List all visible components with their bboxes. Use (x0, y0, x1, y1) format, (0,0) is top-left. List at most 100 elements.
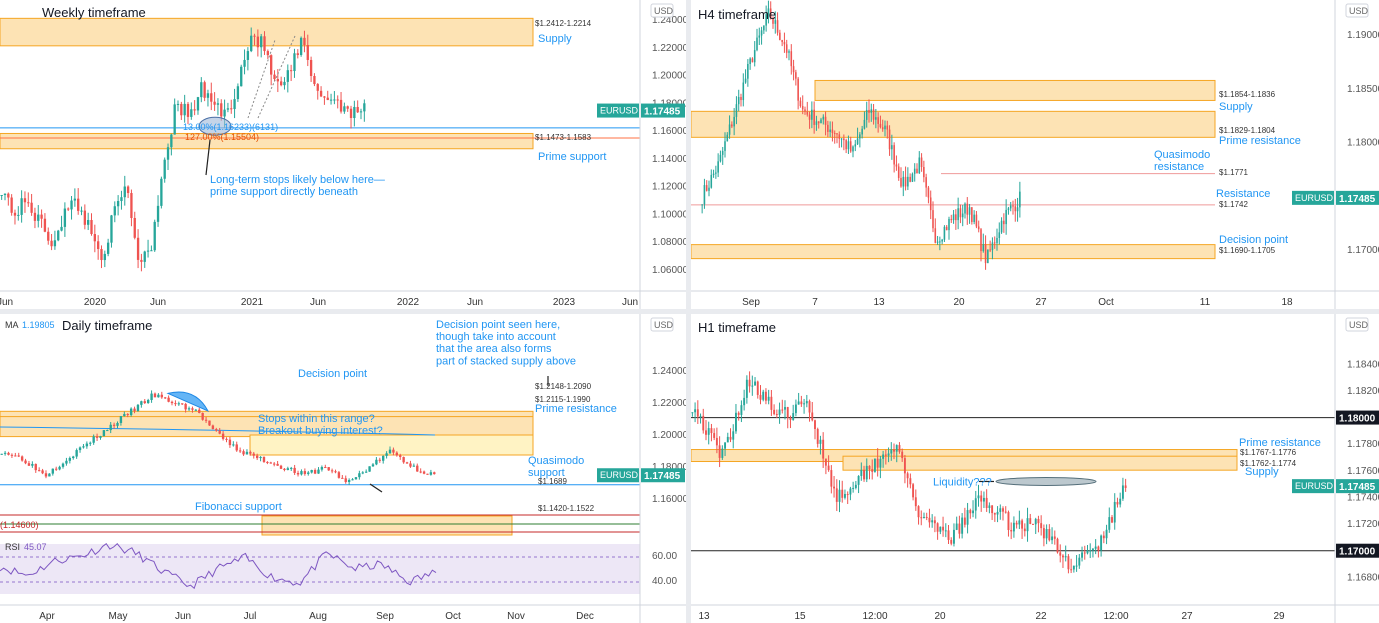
candle-body (123, 186, 126, 198)
candle-body (1016, 207, 1019, 212)
candle-body (1119, 498, 1122, 505)
candle-body (136, 237, 140, 260)
x-tick-label: 20 (934, 611, 946, 622)
candle-body (1089, 550, 1092, 552)
candle-body (109, 424, 112, 431)
candle-body (912, 484, 915, 498)
candle-body (266, 461, 269, 463)
candle-body (719, 154, 722, 162)
candle-body (339, 99, 343, 112)
candle-body (92, 436, 95, 443)
candle-body (775, 414, 778, 416)
candle-body (751, 385, 754, 387)
candle-body (409, 463, 412, 467)
candle-body (830, 470, 833, 487)
candle-body (194, 409, 198, 411)
candle-body (276, 79, 279, 82)
candle-body (961, 517, 964, 534)
x-tick-label: Nov (507, 611, 525, 622)
candle-body (774, 20, 777, 24)
candle-body (24, 460, 27, 464)
candle-body (1002, 508, 1004, 512)
candle-body (1064, 556, 1067, 558)
candle-body (868, 465, 871, 470)
candle-body (781, 409, 784, 411)
candle-body (824, 116, 827, 125)
candle-body (429, 472, 433, 475)
quasimodo-support-value: $1.1689 (538, 477, 567, 486)
candle-body (70, 200, 73, 210)
currency-label: USD (1349, 6, 1369, 16)
candle-body (204, 419, 208, 421)
candle-body (721, 150, 724, 155)
y-tick-label: 1.18200 (1347, 386, 1379, 397)
candle-body (283, 81, 286, 86)
candle-body (110, 215, 113, 243)
symbol-tag (1292, 479, 1334, 494)
candle-body (1048, 528, 1051, 541)
candle-body (870, 109, 873, 113)
candle-body (157, 394, 160, 398)
weekly-chart: 13.00%(1.16233)(6131)127.00%(1.15504) $1.… (0, 0, 686, 309)
x-tick-label: 11 (1200, 297, 1211, 308)
candle-body (784, 407, 786, 410)
y-tick-label: 1.19000 (1347, 30, 1379, 41)
candle-body (778, 409, 781, 415)
candle-body (174, 403, 177, 405)
candle-body (737, 412, 740, 415)
candle-body (717, 161, 719, 173)
x-tick-label: 20 (953, 297, 965, 308)
candle-body (891, 145, 893, 150)
decision-point-label: Decision point (1219, 234, 1288, 246)
y-tick-label: 1.17200 (1347, 519, 1379, 530)
candle-body (907, 176, 909, 187)
candle-body (900, 177, 902, 187)
candle-body (346, 106, 349, 109)
candle-body (873, 458, 876, 472)
currency-badge (650, 317, 674, 332)
candle-body (7, 193, 10, 198)
prime-resistance-range: $1.1829-1.1804 (1219, 126, 1276, 135)
candle-body (928, 517, 931, 523)
candle-body (816, 429, 819, 444)
candle-body (998, 232, 1001, 238)
decision-point-label: Decision point (298, 368, 367, 380)
weekly-title: Weekly timeframe (42, 5, 146, 20)
candle-body (963, 517, 966, 525)
candle-body (974, 498, 977, 511)
candle-body (811, 109, 813, 120)
candle-body (68, 457, 72, 461)
candle-body (1086, 550, 1089, 554)
candle-body (857, 475, 860, 485)
candle-body (789, 417, 792, 420)
candle-body (279, 465, 283, 469)
candle-body (906, 473, 909, 479)
stops-range-zone (249, 434, 534, 456)
candle-body (958, 523, 961, 534)
candle-body (762, 391, 765, 400)
candle-body (865, 465, 868, 480)
y-tick-label: 1.17000 (1347, 245, 1379, 256)
candle-body (150, 393, 153, 400)
candle-body (256, 36, 260, 48)
candle-body (286, 70, 289, 82)
candle-body (232, 444, 235, 446)
candle-body (925, 177, 927, 188)
candle-body (1032, 523, 1034, 525)
candle-body (961, 213, 964, 218)
candle-body (55, 468, 58, 470)
candle-body (1012, 522, 1015, 532)
candle-body (980, 229, 982, 252)
candle-body (191, 408, 194, 410)
candle-body (840, 138, 843, 140)
candle-body (1004, 511, 1007, 513)
decision-point-range: $1.1690-1.1705 (1219, 246, 1276, 255)
candle-body (336, 99, 339, 101)
candle-body (363, 103, 366, 112)
candle-body (7, 452, 10, 455)
candle-body (985, 497, 988, 509)
fibonacci-support-label: Fibonacci support (195, 501, 282, 513)
currency-label: USD (1349, 320, 1369, 330)
candle-body (945, 226, 948, 231)
candle-body (863, 469, 865, 480)
